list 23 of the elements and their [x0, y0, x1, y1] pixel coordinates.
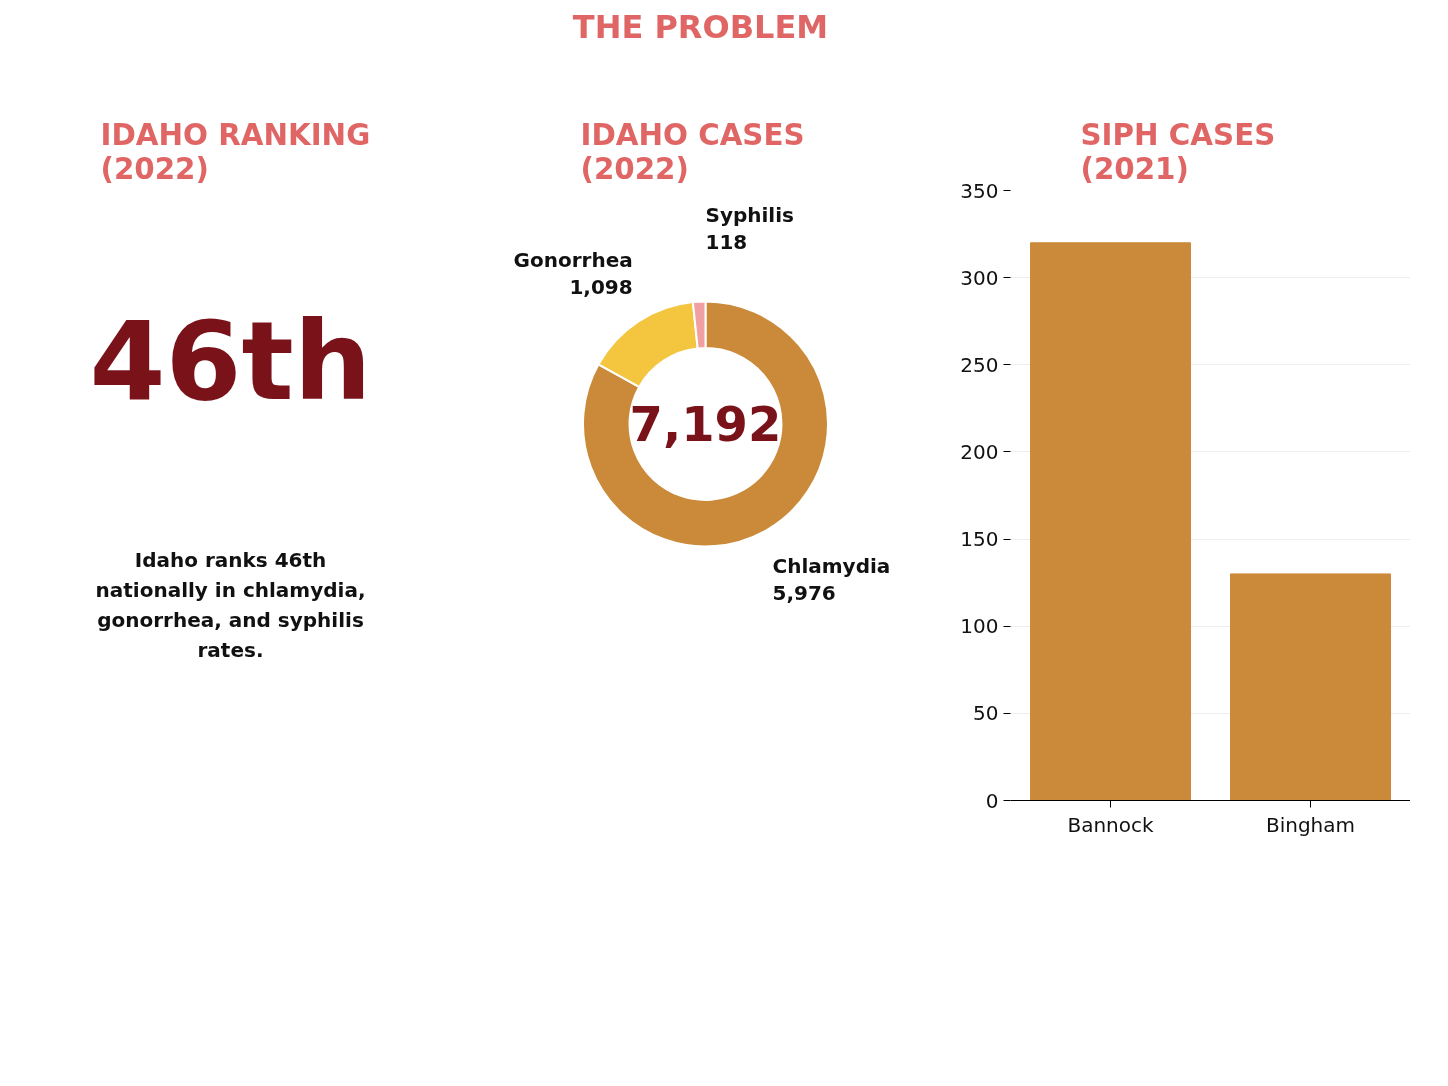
x-tick-label: Bingham [1265, 812, 1356, 837]
text: 46th [89, 297, 372, 425]
y-tick-label: 250 [960, 352, 999, 377]
y-tick-label: 350 [960, 178, 999, 203]
y-tick-label: 300 [960, 265, 999, 290]
data-label: 1,098 [569, 274, 633, 299]
y-tick-label: 150 [960, 527, 999, 552]
y-tick-label: 100 [960, 614, 999, 639]
chart-title: SIPH CASES (2021) [1080, 117, 1276, 186]
slice-label: Chlamydia [772, 553, 891, 578]
text: THE PROBLEM [572, 7, 829, 46]
slice-label: Gonorrhea [513, 247, 633, 272]
y-tick-label: 0 [985, 788, 999, 813]
data-label: 118 [705, 229, 748, 254]
text: IDAHO RANKING (2022) [100, 117, 371, 186]
text: Idaho ranks 46th nationally in chlamydia, gonorrhea, and syphilis rates. [95, 548, 366, 663]
chart-title: IDAHO CASES (2022) [580, 117, 805, 186]
data-label: 5,976 [772, 580, 836, 605]
x-tick-label: Bannock [1067, 812, 1154, 837]
y-tick-label: 200 [960, 439, 999, 464]
text: 7,192 [629, 396, 782, 453]
slice-label: Syphilis [705, 202, 794, 227]
y-tick-label: 50 [973, 701, 999, 726]
